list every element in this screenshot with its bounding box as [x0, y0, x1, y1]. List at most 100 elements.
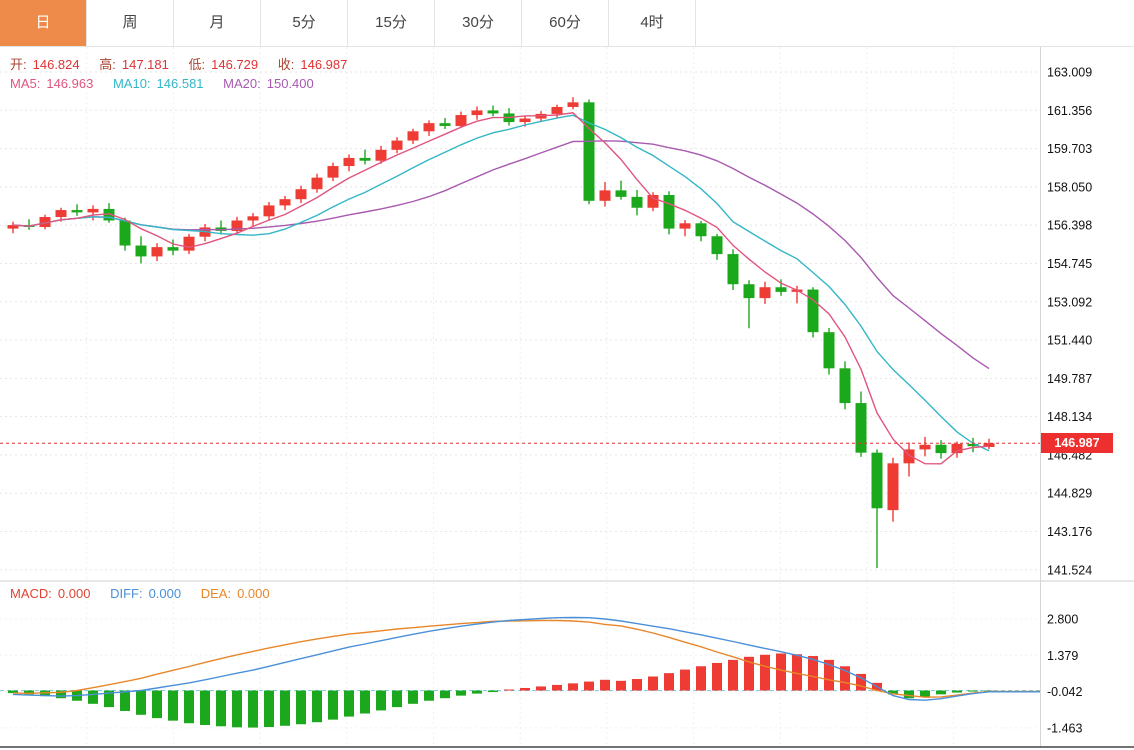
- close-value: 146.987: [300, 57, 348, 72]
- candle-body: [311, 177, 323, 190]
- candle-body: [151, 247, 163, 257]
- candle-body: [919, 444, 931, 450]
- macd-histogram-bar: [8, 690, 18, 694]
- tab-5分[interactable]: 5分: [261, 0, 348, 46]
- candle-body: [279, 199, 291, 206]
- macd-histogram-bar: [504, 689, 514, 691]
- ma20-label: MA20:: [223, 76, 261, 91]
- macd-histogram-bar: [392, 690, 402, 708]
- price-axis-label: 161.356: [1047, 104, 1092, 118]
- candle-body: [423, 123, 435, 132]
- price-axis-label: 158.050: [1047, 180, 1092, 194]
- candle-body: [887, 463, 899, 511]
- macd-histogram-bar: [712, 662, 722, 691]
- tab-30分[interactable]: 30分: [435, 0, 522, 46]
- macd-histogram-bar: [552, 684, 562, 691]
- macd-histogram-bar: [264, 690, 274, 728]
- candle-body: [711, 236, 723, 255]
- candle-body: [487, 110, 499, 114]
- candle-body: [583, 102, 595, 201]
- open-label: 开:: [10, 57, 27, 72]
- tab-月[interactable]: 月: [174, 0, 261, 46]
- tab-15分[interactable]: 15分: [348, 0, 435, 46]
- candlestick-chart[interactable]: 163.009 161.356 159.703 158.050 156.398 154.7…: [0, 47, 1134, 750]
- candle-body: [951, 443, 963, 454]
- macd-histogram-bar: [648, 676, 658, 691]
- candle-body: [855, 403, 867, 453]
- price-axis-label: 151.440: [1047, 334, 1092, 348]
- candle-body: [935, 444, 947, 454]
- macd-histogram-bar: [344, 690, 354, 717]
- candle-body: [599, 190, 611, 201]
- macd-histogram-bar: [568, 683, 578, 691]
- macd-histogram-bar: [56, 690, 66, 699]
- candle-body: [455, 115, 467, 126]
- macd-histogram-bar: [856, 673, 866, 691]
- macd-histogram-bar: [184, 690, 194, 724]
- candle-body: [631, 196, 643, 208]
- price-axis-label: 144.829: [1047, 487, 1092, 501]
- macd-histogram-bar: [888, 690, 898, 695]
- macd-axis-label: -0.042: [1047, 685, 1082, 699]
- tab-4时[interactable]: 4时: [609, 0, 696, 46]
- macd-value-row: MACD: 0.000 DIFF: 0.000 DEA: 0.000: [10, 586, 276, 601]
- price-axis-label: 159.703: [1047, 142, 1092, 156]
- candle-body: [167, 247, 179, 251]
- candle-body: [663, 195, 675, 229]
- tab-日[interactable]: 日: [0, 0, 87, 46]
- candle-body: [775, 287, 787, 292]
- ma5-label: MA5:: [10, 76, 41, 91]
- candle-body: [87, 208, 99, 213]
- macd-histogram-bar: [968, 690, 978, 692]
- candle-body: [39, 217, 51, 227]
- candle-body: [343, 157, 355, 167]
- candle-body: [471, 110, 483, 116]
- candle-body: [615, 190, 627, 197]
- macd-histogram-bar: [632, 679, 642, 691]
- candle-body: [231, 220, 243, 231]
- macd-histogram-bar: [776, 653, 786, 691]
- macd-histogram-bar: [792, 654, 802, 691]
- macd-histogram-bar: [360, 690, 370, 714]
- macd-histogram-bar: [376, 690, 386, 711]
- diff-label: DIFF:: [110, 586, 143, 601]
- ma10-value: 146.581: [156, 76, 204, 91]
- macd-histogram-bar: [136, 690, 146, 715]
- price-axis-label: 141.524: [1047, 563, 1092, 577]
- candle-body: [263, 205, 275, 217]
- candle-body: [7, 225, 19, 229]
- macd-histogram-bar: [840, 666, 850, 691]
- candle-body: [359, 157, 371, 161]
- low-label: 低:: [188, 57, 206, 72]
- macd-histogram-bar: [536, 686, 546, 691]
- candle-body: [407, 131, 419, 141]
- price-axis-label: 163.009: [1047, 66, 1092, 80]
- macd-histogram-bar: [936, 690, 946, 695]
- tab-60分[interactable]: 60分: [522, 0, 609, 46]
- macd-histogram-bar: [664, 673, 674, 691]
- open-value: 146.824: [32, 57, 80, 72]
- high-label: 高:: [99, 57, 116, 72]
- high-value: 147.181: [121, 57, 169, 72]
- macd-label: MACD:: [10, 586, 52, 601]
- candle-body: [439, 123, 451, 126]
- tab-周[interactable]: 周: [87, 0, 174, 46]
- candle-body: [807, 289, 819, 333]
- price-axis-label: 148.134: [1047, 410, 1092, 424]
- candle-body: [695, 223, 707, 237]
- candle-body: [839, 368, 851, 404]
- candle-body: [551, 106, 563, 114]
- diff-line: [12, 616, 1040, 701]
- macd-histogram-bar: [24, 690, 34, 695]
- macd-histogram-bar: [744, 656, 754, 691]
- candle-body: [55, 210, 67, 218]
- macd-histogram-bar: [168, 690, 178, 721]
- macd-histogram-bar: [440, 690, 450, 699]
- macd-histogram-bar: [200, 690, 210, 726]
- macd-histogram-bar: [680, 669, 690, 691]
- candle-body: [759, 287, 771, 299]
- candle-body: [391, 140, 403, 150]
- ma5-line: [12, 112, 990, 465]
- macd-histogram-bar: [472, 690, 482, 694]
